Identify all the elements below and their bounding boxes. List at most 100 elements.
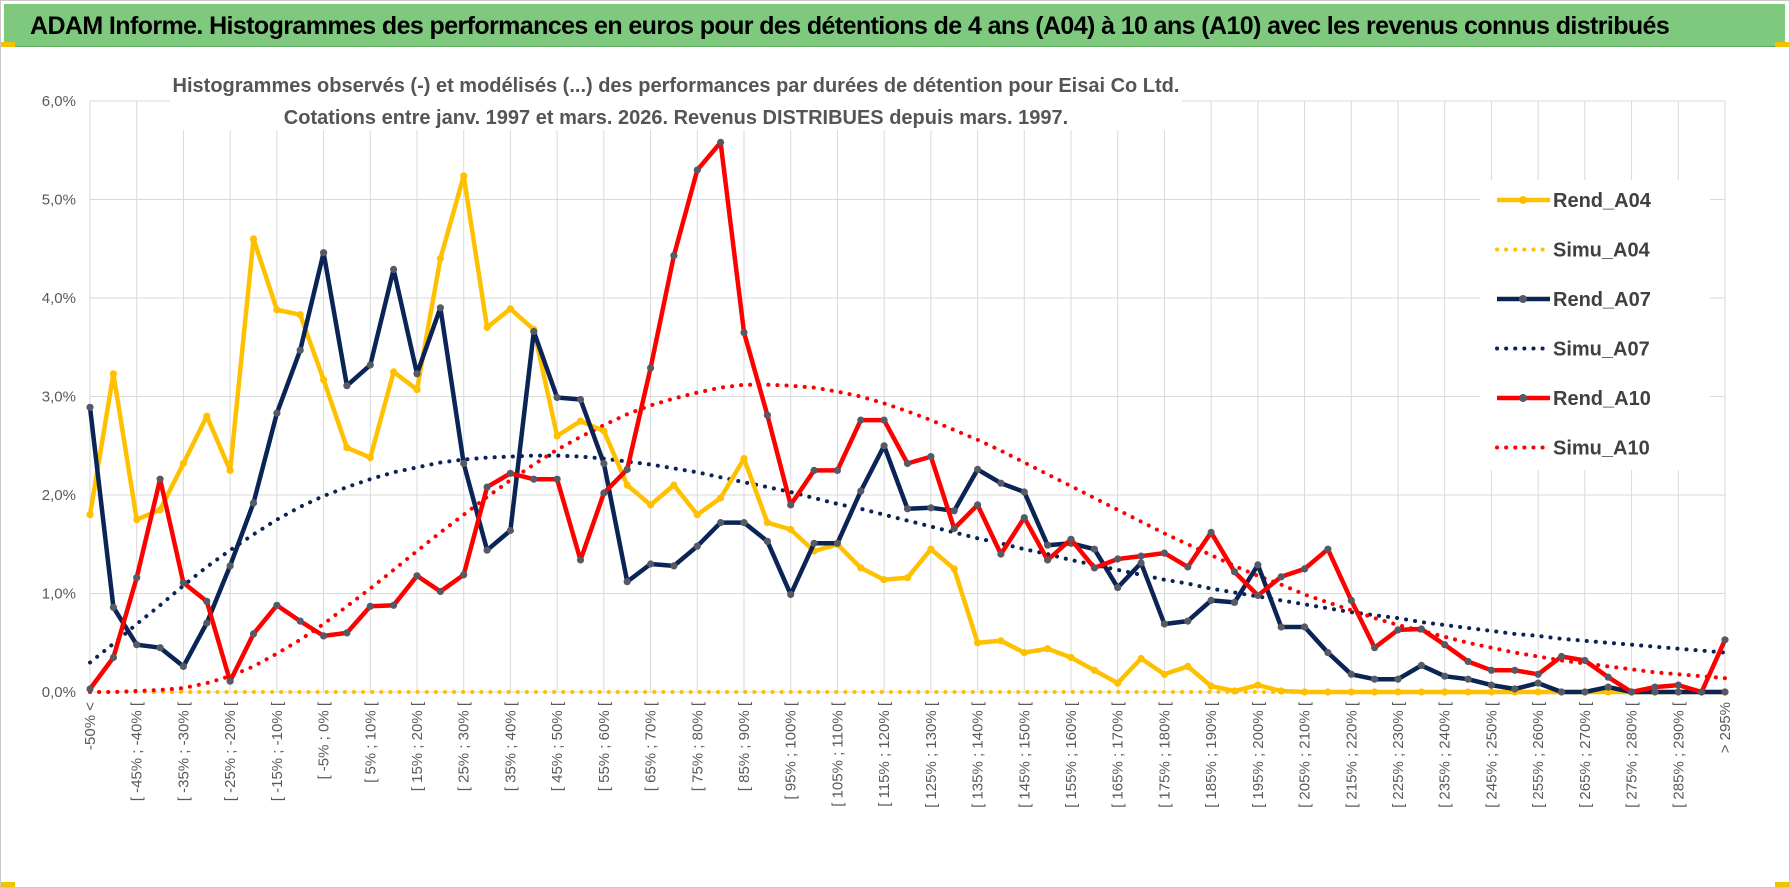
series-Rend_A10: [86, 138, 1729, 696]
legend-label: Simu_A10: [1553, 438, 1650, 460]
legend-item-Simu_A07: Simu_A07: [1495, 339, 1650, 361]
x-tick-label: [ 235% ; 240% [: [1437, 701, 1454, 808]
x-tick-label: -50% <: [82, 702, 99, 750]
data-point: [1090, 545, 1098, 553]
data-point: [86, 685, 94, 693]
legend-marker: [1519, 196, 1527, 204]
data-point: [413, 386, 421, 394]
series-line-Rend_A07: [87, 250, 1725, 695]
data-point: [343, 444, 351, 452]
data-point: [763, 411, 772, 419]
data-point: [413, 370, 421, 378]
data-point: [1020, 649, 1028, 657]
data-point: [1324, 688, 1332, 696]
data-point: [1417, 625, 1425, 633]
data-point: [810, 539, 818, 547]
data-point: [647, 364, 655, 372]
data-point: [670, 562, 678, 570]
data-point: [86, 403, 94, 411]
data-point: [530, 327, 538, 336]
data-point: [1160, 620, 1168, 628]
x-tick-label: [ 195% ; 200% [: [1250, 701, 1267, 808]
x-tick-label: [ -45% ; -40% [: [129, 701, 146, 801]
data-point: [1277, 623, 1285, 631]
data-point: [1698, 688, 1706, 696]
data-point: [740, 455, 748, 463]
data-point: [203, 412, 211, 420]
data-point: [647, 501, 655, 509]
legend-label: Simu_A07: [1553, 339, 1650, 361]
data-point: [880, 576, 888, 584]
data-point: [1371, 675, 1379, 683]
data-point: [1044, 645, 1052, 653]
y-tick-label: 6,0%: [42, 93, 76, 110]
data-point: [1067, 535, 1075, 543]
data-point: [1464, 657, 1472, 666]
data-point: [203, 619, 211, 627]
data-point: [787, 525, 795, 534]
legend-box: [1480, 180, 1710, 470]
data-point: [1114, 584, 1122, 592]
data-point: [133, 516, 141, 524]
x-tick-label: [ 165% ; 170% [: [1110, 701, 1127, 808]
data-point: [857, 564, 865, 572]
data-point: [1184, 662, 1192, 671]
x-tick-label: [ 5% ; 10% [: [362, 701, 379, 783]
data-point: [226, 562, 234, 570]
data-point: [1207, 596, 1215, 605]
data-point: [436, 587, 444, 596]
data-point: [740, 519, 748, 527]
data-point: [133, 641, 141, 649]
data-point: [1511, 666, 1519, 674]
data-point: [857, 416, 865, 424]
data-point: [833, 466, 842, 474]
data-point: [530, 475, 538, 483]
data-point: [156, 506, 164, 514]
data-point: [1254, 681, 1262, 689]
data-point: [880, 416, 888, 424]
x-tick-label: [ 225% ; 230% [: [1390, 701, 1407, 808]
data-point: [997, 479, 1005, 487]
x-tick-label: [ -25% ; -20% [: [222, 701, 239, 801]
legend-item-Simu_A04: Simu_A04: [1495, 240, 1651, 262]
x-tick-label: [ 125% ; 130% [: [923, 701, 940, 808]
data-point: [109, 370, 117, 378]
data-point: [576, 556, 585, 564]
data-point: [1324, 649, 1332, 657]
data-point: [927, 453, 935, 461]
series-Simu_A10: [88, 382, 1727, 694]
data-point: [483, 483, 491, 491]
data-point: [390, 368, 398, 376]
data-point: [483, 323, 491, 332]
data-point: [1254, 591, 1262, 600]
data-point: [343, 629, 351, 637]
data-point: [693, 511, 701, 519]
data-point: [693, 166, 701, 174]
data-point: [974, 465, 982, 473]
data-point: [1301, 688, 1309, 696]
corner-mark-bottom-left: [1, 882, 15, 887]
data-point: [1371, 688, 1379, 696]
legend-label: Simu_A04: [1553, 240, 1651, 262]
data-point: [717, 519, 725, 527]
x-tick-label: [ 15% ; 20% [: [409, 701, 426, 791]
data-point: [997, 550, 1005, 558]
data-point: [950, 524, 958, 533]
data-point: [1230, 568, 1239, 576]
data-point: [1394, 688, 1402, 696]
data-point: [903, 505, 912, 513]
x-tick-label: [ 205% ; 210% [: [1297, 701, 1314, 808]
data-point: [1487, 666, 1495, 674]
data-point: [903, 459, 912, 468]
series-line-Simu_A07: [88, 453, 1727, 665]
legend-item-Simu_A10: Simu_A10: [1495, 438, 1650, 460]
data-point: [273, 601, 281, 609]
data-point: [1207, 682, 1215, 690]
data-point: [1721, 636, 1729, 644]
data-point: [1090, 666, 1098, 674]
data-point: [1557, 688, 1566, 696]
x-tick-label: [ 105% ; 110% [: [829, 701, 846, 807]
data-point: [1090, 564, 1098, 572]
series-line-Simu_A10: [88, 382, 1727, 694]
